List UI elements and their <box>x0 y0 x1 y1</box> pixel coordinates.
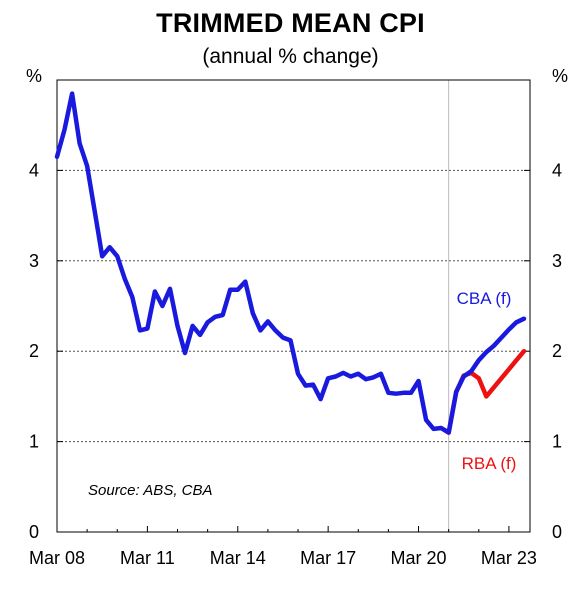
source-note: Source: ABS, CBA <box>88 482 213 499</box>
legend-cba: CBA (f) <box>457 289 512 308</box>
y-tick-label-right: 2 <box>552 341 562 361</box>
x-tick-label: Mar 11 <box>120 548 175 568</box>
chart-subtitle: (annual % change) <box>202 45 379 68</box>
legend-rba: RBA (f) <box>462 454 517 473</box>
y-tick-label-right: 4 <box>552 160 562 180</box>
chart-title: TRIMMED MEAN CPI <box>156 8 425 38</box>
x-tick-label: Mar 17 <box>300 548 356 568</box>
y-tick-label-left: 1 <box>29 432 39 452</box>
y-tick-label-left: 0 <box>29 522 39 542</box>
plot-frame <box>56 79 531 533</box>
y-tick-label-right: 0 <box>552 522 562 542</box>
x-tick-label: Mar 23 <box>481 548 537 568</box>
cba-series-line <box>54 91 527 435</box>
y-tick-label-left: 3 <box>29 251 39 271</box>
series-lines <box>54 91 527 435</box>
y-tick-label-right: 3 <box>552 251 562 271</box>
x-axis-labels: Mar 08 Mar 11 Mar 14 Mar 17 Mar 20 Mar 23 <box>29 548 537 568</box>
y-unit-right: % <box>552 66 568 86</box>
x-tick-label: Mar 08 <box>29 548 85 568</box>
y-tick-label-right: 1 <box>552 432 562 452</box>
y-tick-label-left: 4 <box>29 160 39 180</box>
x-tick-label: Mar 14 <box>210 548 266 568</box>
y-axis-labels: 0 0 1 1 2 2 3 3 4 4 <box>29 160 562 542</box>
rba-series-line <box>438 348 527 435</box>
y-tick-label-left: 2 <box>29 341 39 361</box>
y-unit-left: % <box>26 66 42 86</box>
x-tick-label: Mar 20 <box>391 548 447 568</box>
